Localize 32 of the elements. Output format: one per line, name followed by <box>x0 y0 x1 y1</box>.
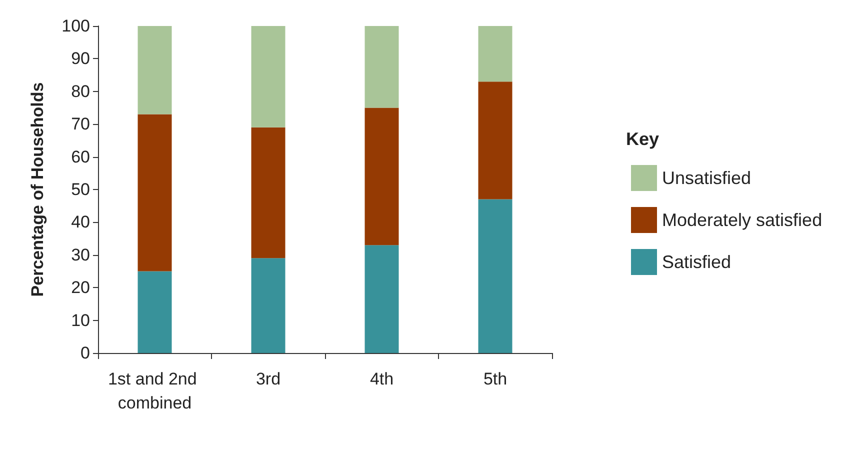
bar <box>364 108 399 246</box>
bar <box>364 26 399 108</box>
legend-title: Key <box>626 129 660 149</box>
bar <box>364 245 399 353</box>
y-tick-label: 90 <box>71 49 90 68</box>
y-tick-label: 60 <box>71 147 90 166</box>
bar <box>478 199 512 353</box>
x-tick-label: 1st and 2nd combined <box>108 370 202 412</box>
legend-label: Unsatisfied <box>662 168 752 188</box>
bar <box>478 82 512 200</box>
y-tick-label: 0 <box>80 344 90 362</box>
x-tick-label: 3rd <box>256 370 281 388</box>
y-axis-title: Percentage of Households <box>28 82 47 297</box>
y-tick-label: 80 <box>71 82 90 101</box>
bar <box>251 127 286 258</box>
y-tick-label: 70 <box>71 114 90 134</box>
bar <box>478 26 512 82</box>
bar <box>138 114 172 272</box>
y-tick-label: 100 <box>62 16 90 36</box>
y-tick-label: 50 <box>71 180 90 199</box>
x-tick-label: 5th <box>483 370 508 388</box>
bar <box>251 258 286 353</box>
legend-label: Moderately satisfied <box>662 210 822 230</box>
y-tick-label: 10 <box>71 310 90 330</box>
bar <box>138 26 172 114</box>
y-tick-label: 20 <box>71 278 90 298</box>
bar <box>251 26 286 128</box>
bar <box>138 271 172 353</box>
legend-label: Satisfied <box>662 252 732 272</box>
x-tick-label: 4th <box>370 370 394 388</box>
y-tick-label: 30 <box>71 245 90 264</box>
y-tick-label: 40 <box>71 212 90 232</box>
